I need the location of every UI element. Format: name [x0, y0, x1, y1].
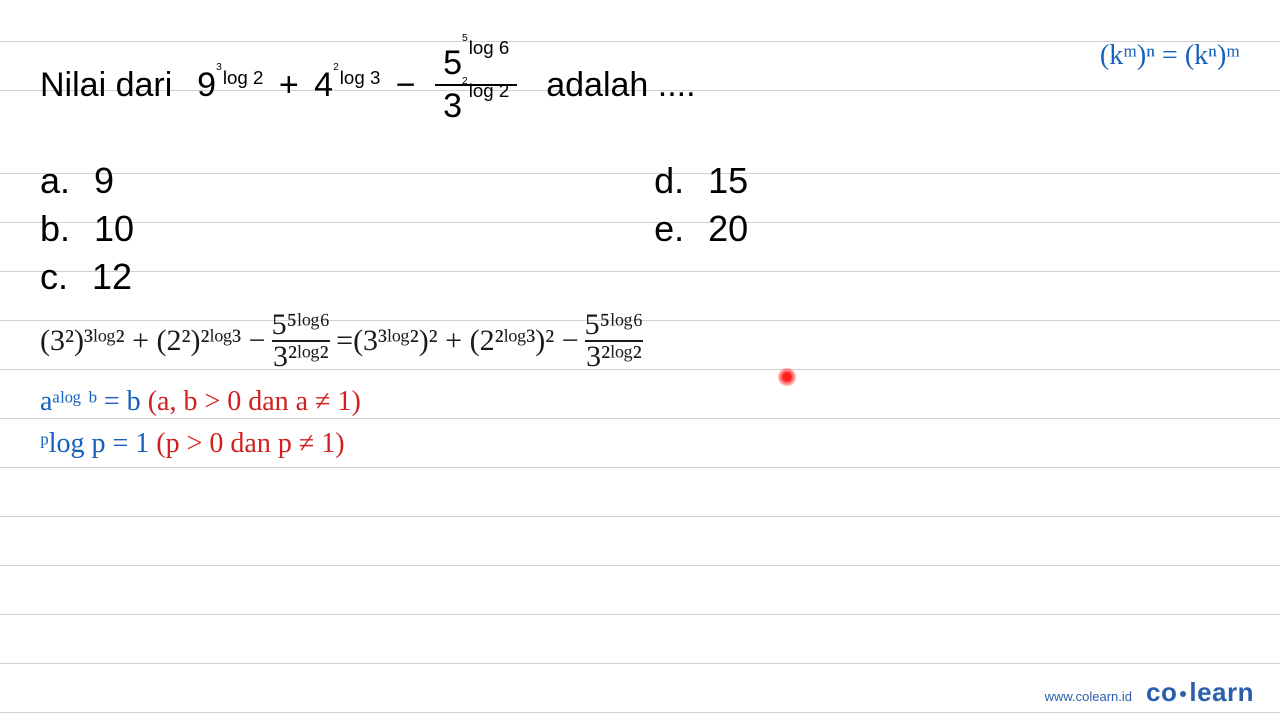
working-rhs: (3³ˡᵒᵍ²)² + (2²ˡᵒᵍ³)² −: [353, 326, 579, 356]
working-lhs-fraction: 5⁵ˡᵒᵍ⁶ 3²ˡᵒᵍ²: [272, 310, 331, 372]
term2-base: 4: [314, 66, 333, 105]
working-lhs-num: 5⁵ˡᵒᵍ⁶: [272, 310, 331, 340]
logword: log: [469, 37, 494, 58]
brand-logo: colearn: [1146, 677, 1254, 708]
plus-sign: +: [279, 66, 299, 105]
term2-logarg: 3: [370, 67, 380, 88]
option-b: b. 10: [40, 208, 134, 250]
working-rhs-den: 3²ˡᵒᵍ²: [586, 342, 642, 372]
den-base: 3: [443, 87, 462, 125]
term2: 4 2log 3: [314, 66, 380, 105]
rule1-formula: aᵃˡᵒᵍ ᵇ = b: [40, 386, 148, 417]
fraction-numerator: 55log 6: [435, 43, 517, 84]
fraction: 55log 6 32log 2: [435, 43, 517, 127]
minus-sign: −: [396, 66, 416, 105]
option-letter: b.: [40, 208, 70, 250]
working-line-1: (3²)³ˡᵒᵍ² + (2²)²ˡᵒᵍ³ − 5⁵ˡᵒᵍ⁶ 3²ˡᵒᵍ² = …: [40, 310, 1240, 372]
fraction-denominator: 32log 2: [435, 86, 517, 127]
option-value: 20: [708, 208, 748, 250]
option-letter: e.: [654, 208, 684, 250]
option-e: e. 20: [654, 208, 748, 250]
working-lhs: (3²)³ˡᵒᵍ² + (2²)²ˡᵒᵍ³ −: [40, 326, 266, 356]
rule2-formula: ᵖlog p = 1: [40, 428, 156, 459]
question-suffix: adalah ....: [546, 66, 695, 105]
option-letter: a.: [40, 160, 70, 202]
laser-pointer-icon: [778, 368, 796, 386]
option-a: a. 9: [40, 160, 134, 202]
den-logbase: 2: [462, 76, 468, 87]
rule-line-2: ᵖlog p = 1 (p > 0 dan p ≠ 1): [40, 428, 1240, 460]
logword: log: [340, 67, 365, 88]
rule2-constraint: (p > 0 dan p ≠ 1): [156, 428, 344, 459]
brand-dot-icon: [1180, 691, 1186, 697]
option-letter: c.: [40, 256, 68, 298]
term1-base: 9: [197, 66, 216, 105]
option-value: 9: [94, 160, 114, 202]
term2-logbase: 2: [333, 62, 339, 73]
option-d: d. 15: [654, 160, 748, 202]
num-logarg: 6: [499, 37, 509, 58]
handwritten-working: (3²)³ˡᵒᵍ² + (2²)²ˡᵒᵍ³ − 5⁵ˡᵒᵍ⁶ 3²ˡᵒᵍ² = …: [40, 310, 1240, 460]
term1-exponent: 3log 2: [216, 67, 263, 89]
content-area: Nilai dari 9 3log 2 + 4 2log 3 − 55log 6…: [0, 0, 1280, 298]
den-exp: 2log 2: [462, 80, 509, 101]
rule-line-1: aᵃˡᵒᵍ ᵇ = b (a, b > 0 dan a ≠ 1): [40, 386, 1240, 418]
options-left-column: a. 9 b. 10 c. 12: [40, 160, 134, 298]
logword: log: [469, 80, 494, 101]
working-rhs-num: 5⁵ˡᵒᵍ⁶: [585, 310, 644, 340]
working-rhs-fraction: 5⁵ˡᵒᵍ⁶ 3²ˡᵒᵍ²: [585, 310, 644, 372]
num-base: 5: [443, 44, 462, 82]
den-logarg: 2: [499, 80, 509, 101]
option-letter: d.: [654, 160, 684, 202]
options-right-column: d. 15 e. 20: [654, 160, 748, 298]
brand-part-a: co: [1146, 677, 1177, 707]
term1: 9 3log 2: [197, 66, 263, 105]
brand-part-b: learn: [1189, 677, 1254, 707]
footer-url: www.colearn.id: [1045, 689, 1132, 704]
rule1-constraint: (a, b > 0 dan a ≠ 1): [148, 386, 361, 417]
equals-sign: =: [336, 326, 353, 356]
option-value: 15: [708, 160, 748, 202]
option-value: 10: [94, 208, 134, 250]
option-c: c. 12: [40, 256, 134, 298]
term1-logarg: 2: [253, 67, 263, 88]
footer: www.colearn.id colearn: [1045, 677, 1254, 708]
num-exp: 5log 6: [462, 37, 509, 58]
num-logbase: 5: [462, 33, 468, 44]
answer-options: a. 9 b. 10 c. 12 d. 15 e. 20: [40, 160, 1240, 298]
question-text: Nilai dari 9 3log 2 + 4 2log 3 − 55log 6…: [40, 30, 1240, 140]
working-lhs-den: 3²ˡᵒᵍ²: [273, 342, 329, 372]
option-value: 12: [92, 256, 132, 298]
logword: log: [223, 67, 248, 88]
term2-exponent: 2log 3: [333, 67, 380, 89]
question-prefix: Nilai dari: [40, 66, 172, 105]
term1-logbase: 3: [216, 62, 222, 73]
